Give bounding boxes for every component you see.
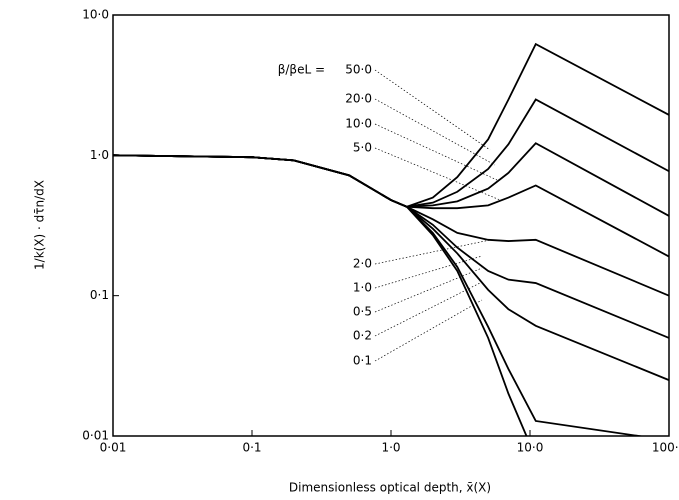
x-tick-label: 10·0 — [517, 441, 544, 455]
series-label: 50·0 — [345, 63, 372, 77]
y-tick-label: 1·0 — [90, 148, 109, 162]
x-tick-label: 0·01 — [100, 441, 127, 455]
leader-line — [374, 281, 483, 337]
series-label: 0·5 — [353, 305, 372, 319]
y-tick-label: 0·01 — [82, 429, 109, 443]
series-line — [113, 154, 669, 381]
plot-frame — [112, 14, 670, 437]
series-line — [113, 98, 669, 208]
series-line — [113, 154, 669, 339]
series-line — [113, 142, 669, 217]
series-line — [113, 154, 528, 436]
series-label: 10·0 — [345, 117, 372, 131]
y-tick-label: 10·0 — [82, 8, 109, 22]
series-label: 1·0 — [353, 281, 372, 295]
series-label: 0·2 — [353, 329, 372, 343]
series-label: 5·0 — [353, 141, 372, 155]
x-axis-label: Dimensionless optical depth, x̄(X) — [289, 481, 491, 495]
legend-title: β/βeL = — [278, 63, 325, 77]
x-tick-label: 1·0 — [381, 441, 400, 455]
leader-line — [374, 255, 483, 289]
series-line — [113, 154, 669, 297]
leader-line — [374, 299, 483, 362]
y-tick-label: 0·1 — [90, 288, 109, 302]
series-label: 2·0 — [353, 257, 372, 271]
leader-line — [374, 147, 501, 201]
series-label: 20·0 — [345, 92, 372, 106]
y-axis-label: 1/k(X) · dτ̄n/dX — [33, 180, 47, 270]
leader-line — [374, 69, 491, 151]
leader-line — [374, 123, 498, 181]
series-label: 0·1 — [353, 354, 372, 368]
x-tick-label: 100·0 — [652, 441, 679, 455]
leader-line — [374, 98, 496, 166]
series-line — [113, 154, 645, 436]
x-tick-label: 0·1 — [242, 441, 261, 455]
